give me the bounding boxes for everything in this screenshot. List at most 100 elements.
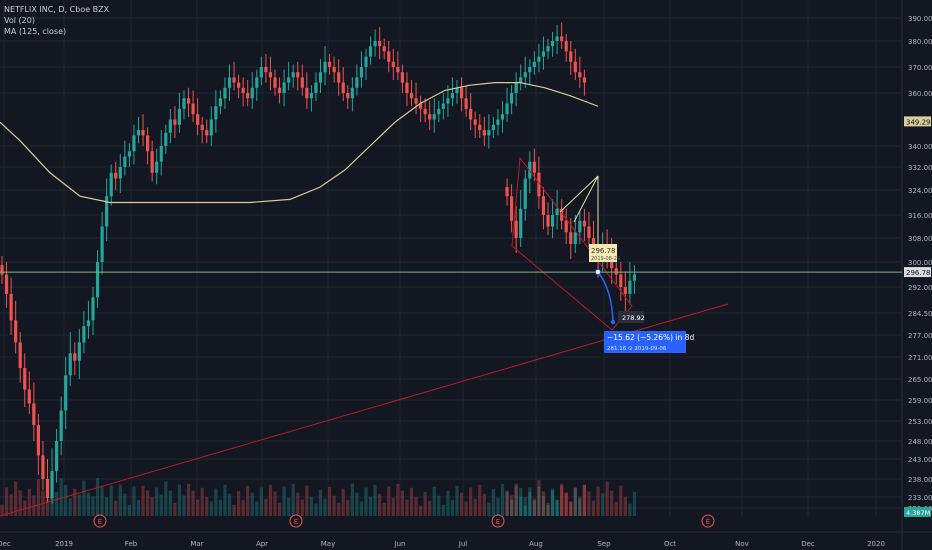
candle-body	[141, 130, 144, 135]
measure-detail: 281.16 ⊙ 2019-09-06	[607, 346, 667, 352]
volume-bar	[569, 502, 572, 516]
candle-body	[451, 93, 454, 98]
candle-body	[410, 93, 413, 98]
candle-body	[510, 196, 513, 221]
volume-bar	[173, 503, 176, 516]
candle-body	[201, 125, 204, 130]
candle-body	[437, 109, 440, 114]
x-tick-label: Feb	[125, 540, 138, 548]
candle-body	[287, 77, 290, 82]
candle-body	[483, 130, 486, 135]
volume-bar	[210, 501, 213, 516]
volume-bar	[141, 486, 144, 516]
volume-bar	[37, 479, 40, 516]
candle-body	[546, 46, 549, 51]
candle-body	[101, 227, 104, 263]
y-tick-label: 253.00	[908, 418, 932, 426]
legend-title: NETFLIX INC, D, Cboe BZX	[4, 4, 109, 15]
y-tick-label: 248.00	[908, 438, 932, 446]
candle-body	[383, 46, 386, 51]
candle-body	[91, 297, 94, 320]
volume-bar	[442, 505, 445, 516]
candle-body	[578, 72, 581, 77]
volume-bar	[0, 505, 3, 516]
y-tick-label: 271.00	[908, 354, 932, 362]
candle-body	[37, 425, 40, 455]
volume-bar	[387, 487, 390, 516]
volume-bar	[201, 488, 204, 516]
candle-body	[23, 368, 26, 390]
volume-bar	[101, 486, 104, 516]
candle-body	[132, 135, 135, 151]
chart-legend: NETFLIX INC, D, Cboe BZX Vol (20) MA (12…	[4, 4, 109, 37]
candle-body	[219, 98, 222, 106]
volume-bar	[283, 487, 286, 516]
volume-bar	[105, 497, 108, 516]
volume-bar	[542, 491, 545, 516]
volume-bar	[574, 488, 577, 516]
candle-body	[565, 41, 568, 51]
volume-bar	[137, 500, 140, 516]
candle-body	[64, 375, 67, 410]
volume-bar	[337, 503, 340, 516]
projection-start	[596, 270, 601, 275]
volume-bar	[287, 498, 290, 516]
candle-body	[428, 114, 431, 119]
volume-bar	[314, 504, 317, 516]
candle-body	[223, 88, 226, 99]
volume-bar	[237, 491, 240, 516]
candle-body	[214, 106, 217, 119]
volume-bar	[556, 500, 559, 516]
candle-body	[278, 88, 281, 93]
candle-body	[396, 67, 399, 72]
volume-bar	[392, 498, 395, 516]
candle-body	[442, 104, 445, 109]
y-tick-label: 308.00	[908, 235, 932, 243]
volume-bar	[196, 500, 199, 516]
candle-body	[574, 62, 577, 72]
candle-body	[515, 221, 518, 238]
volume-bar	[565, 493, 568, 516]
y-tick-label: 324.00	[908, 187, 932, 195]
candle-body	[369, 46, 372, 56]
candle-body	[615, 268, 618, 274]
candle-body	[314, 83, 317, 93]
candle-body	[560, 36, 563, 41]
candle-body	[355, 77, 358, 87]
candle-body	[182, 98, 185, 109]
candle-body	[587, 227, 590, 239]
x-tick-label: Aug	[529, 540, 543, 548]
candle-body	[55, 441, 58, 471]
candle-body	[160, 146, 163, 162]
volume-bar	[192, 491, 195, 516]
volume-bar	[132, 486, 135, 516]
volume-bar	[601, 493, 604, 516]
candle-body	[146, 135, 149, 151]
candle-body	[578, 221, 581, 233]
volume-bar	[269, 485, 272, 516]
earnings-label: E	[294, 518, 298, 526]
volume-bar	[146, 490, 149, 516]
volume-bar	[501, 484, 504, 516]
candle-body	[405, 83, 408, 93]
candle-body	[283, 83, 286, 93]
candle-body	[492, 125, 495, 130]
x-tick-label: Sep	[597, 540, 611, 548]
volume-bar	[264, 499, 267, 516]
volume-bar	[628, 504, 631, 516]
candle-body	[501, 114, 504, 119]
candle-body	[337, 72, 340, 82]
candle-body	[519, 77, 522, 82]
candle-body	[360, 67, 363, 77]
y-tick-label: 259.00	[908, 397, 932, 405]
candle-body	[255, 77, 258, 87]
candle-body	[364, 57, 367, 67]
candle-body	[110, 173, 113, 197]
y-tick-label: 238.00	[908, 476, 932, 484]
volume-bar	[519, 488, 522, 516]
candle-body	[528, 67, 531, 72]
candle-body	[5, 275, 8, 294]
candle-body	[301, 77, 304, 87]
volume-bar	[515, 483, 518, 516]
